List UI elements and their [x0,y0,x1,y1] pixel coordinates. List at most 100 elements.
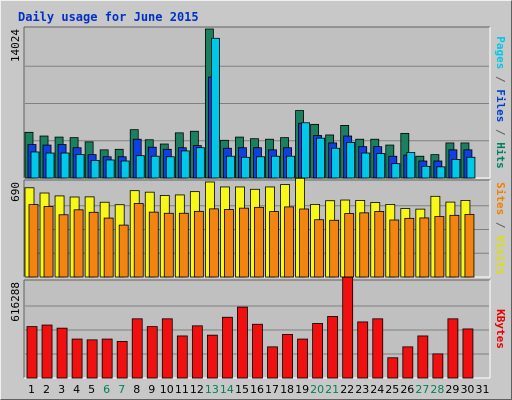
bar-pages-day-19 [301,122,310,179]
x-tick-label: 17 [265,383,279,396]
bar-sites-day-28 [434,216,445,278]
series-label-part: Pages [494,36,507,69]
axis-max-label: 616288 [9,282,22,322]
series-label: Sites / Visits [494,182,507,275]
bar-sites-day-13 [208,208,219,278]
bar-sites-day-22 [344,213,355,278]
bar-pages-day-1 [30,151,40,179]
chart-title: Daily usage for June 2015 [18,10,199,24]
bar-kbytes-day-10 [161,318,173,379]
bar-pages-day-16 [256,156,265,179]
axis-max-label: 14024 [9,29,22,62]
bar-kbytes-day-26 [402,346,414,379]
x-tick-label: 11 [175,383,189,396]
bar-kbytes-day-19 [297,338,308,379]
bar-sites-day-4 [73,209,84,278]
bar-sites-day-5 [88,211,99,278]
x-tick-label: 8 [133,383,140,396]
bar-pages-day-13 [210,37,220,179]
series-kbytes [26,276,474,379]
panel-kbytes: 616288 KBytes [9,276,507,379]
bar-kbytes-day-28 [432,353,444,379]
bar-pages-day-8 [135,155,145,179]
bar-pages-day-28 [436,166,446,179]
bar-kbytes-day-22 [342,276,354,379]
bar-sites-day-30 [464,214,475,278]
panel-visits_sites: 690 Sites / Visits [9,177,507,278]
bar-pages-day-27 [421,165,431,179]
x-tick-label: 7 [118,383,125,396]
bar-pages-day-29 [451,159,461,179]
bar-sites-day-3 [58,214,69,278]
bar-kbytes-day-21 [327,316,339,379]
x-tick-label: 1 [28,383,35,396]
panel-hits_files_pages: 14024 Pages / Files / Hits [9,26,507,179]
bar-sites-day-20 [314,219,325,278]
bar-kbytes-day-16 [252,323,263,379]
x-tick-label: 15 [235,383,249,396]
series-pages [30,37,476,179]
bar-pages-day-4 [75,154,85,179]
bar-sites-day-16 [254,206,264,278]
series-label-part: Hits [494,142,507,169]
bar-sites-day-8 [133,203,144,278]
bar-sites-day-26 [404,217,415,278]
series-label: Pages / Files / Hits [494,36,507,169]
bar-pages-day-7 [120,160,130,179]
bar-kbytes-day-8 [131,318,143,379]
bar-pages-day-2 [45,152,55,179]
bar-kbytes-day-18 [282,333,293,379]
bar-sites-day-14 [224,209,234,278]
bar-sites-day-24 [374,211,385,278]
bar-kbytes-day-13 [206,334,218,379]
bar-kbytes-day-14 [222,316,233,379]
bar-kbytes-day-17 [267,346,278,379]
bar-sites-day-18 [284,206,294,278]
x-tick-label: 28 [430,383,444,396]
bar-pages-day-25 [391,163,401,179]
x-tick-label: 9 [148,383,155,396]
bar-pages-day-23 [361,152,371,179]
bar-kbytes-day-4 [71,338,83,379]
x-tick-label: 18 [280,383,294,396]
x-tick-label: 29 [445,383,459,396]
bar-kbytes-day-12 [191,325,203,379]
bar-kbytes-day-9 [146,326,158,379]
x-tick-label: 14 [220,383,234,396]
x-tick-label: 25 [385,383,399,396]
series-label-part: Visits [494,235,507,275]
bar-pages-day-30 [466,156,476,179]
x-tick-label: 21 [325,383,339,396]
bar-sites-day-21 [329,219,340,278]
bar-sites-day-27 [419,217,430,278]
bar-kbytes-day-15 [237,306,248,379]
x-tick-label: 13 [205,383,219,396]
x-tick-label: 16 [250,383,264,396]
series-label-part: / [494,69,507,89]
bar-kbytes-day-20 [312,323,324,379]
bar-pages-day-5 [90,160,100,179]
series-label-part: / [494,122,507,142]
bar-sites-day-15 [239,207,249,278]
series-label-part: / [494,215,507,235]
bar-pages-day-11 [180,150,190,179]
bar-kbytes-day-23 [357,321,369,379]
bar-pages-day-6 [105,159,115,179]
series-sites [28,203,475,278]
x-tick-label: 26 [400,383,414,396]
bar-kbytes-day-6 [101,338,113,379]
x-tick-label: 10 [160,383,174,396]
x-tick-label: 2 [43,383,50,396]
bar-kbytes-day-2 [41,324,53,379]
axis-max-label: 690 [9,182,22,202]
bar-pages-day-14 [226,155,235,179]
series-label: KBytes [494,309,507,349]
bar-pages-day-22 [346,142,356,179]
bar-pages-day-21 [331,147,341,179]
bar-sites-day-23 [359,212,370,278]
x-tick-label: 24 [370,383,384,396]
bar-kbytes-day-25 [387,357,399,379]
bar-pages-day-10 [165,156,175,179]
series-label-part: KBytes [494,309,507,349]
bar-kbytes-day-30 [462,328,474,379]
